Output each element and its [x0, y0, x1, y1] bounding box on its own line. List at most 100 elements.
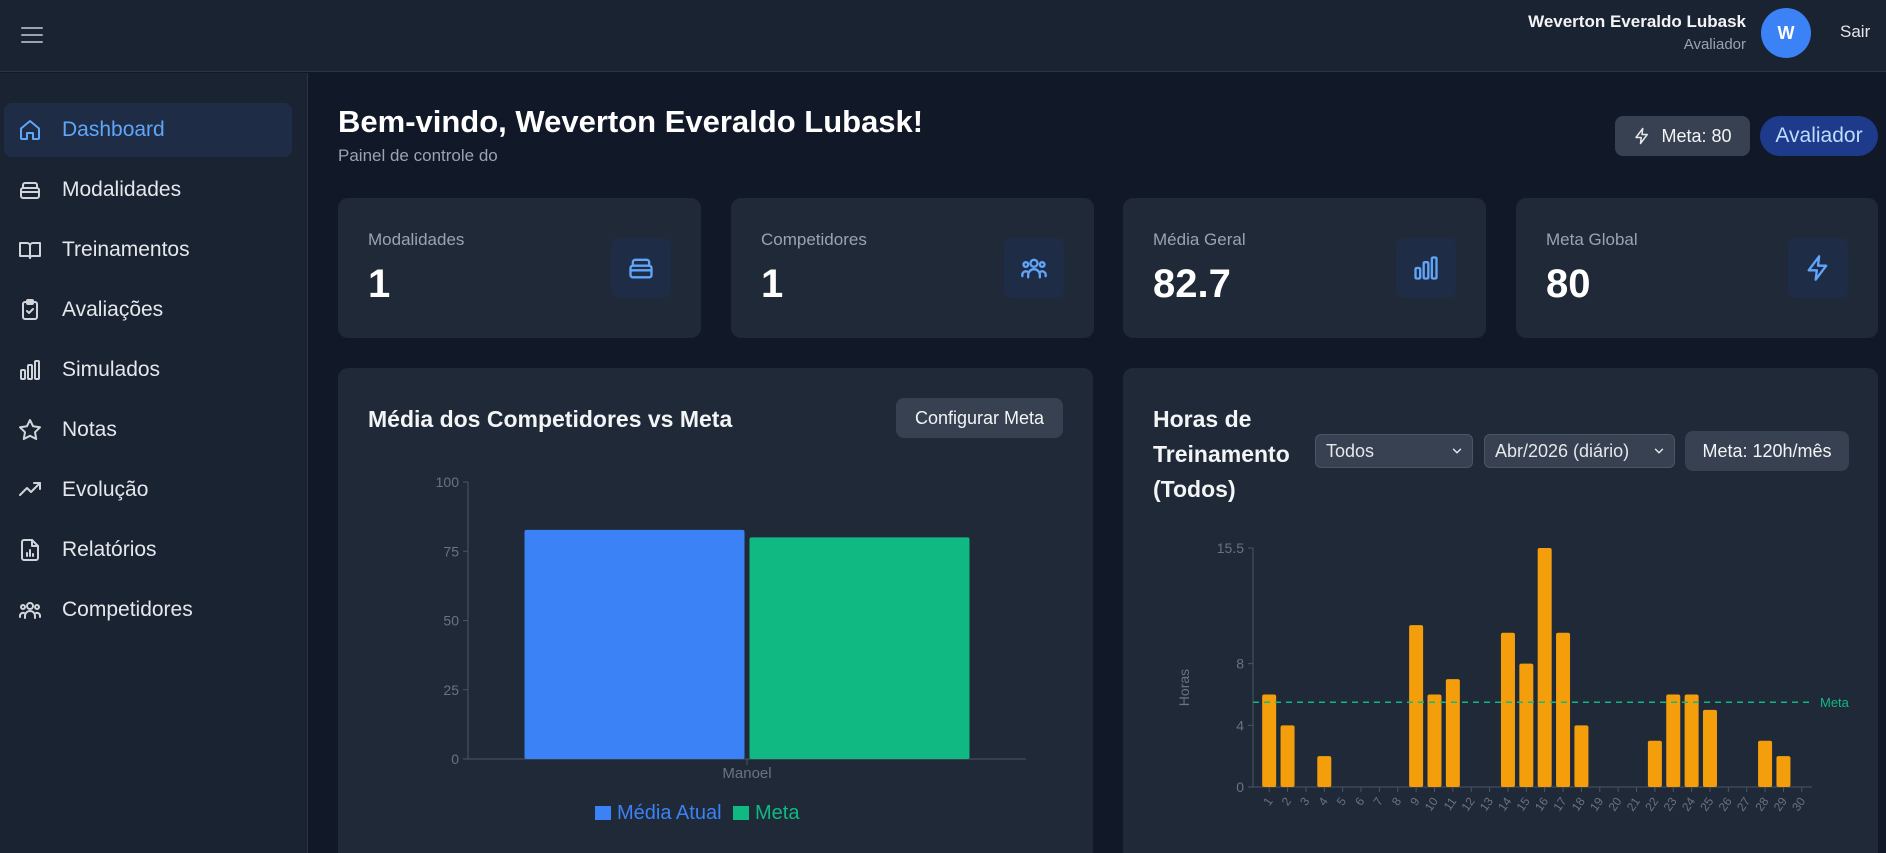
legend-swatch [733, 806, 749, 820]
legend-label: Meta [755, 802, 800, 824]
bar-hours [1519, 663, 1534, 787]
meta-reference-label: Meta [1820, 695, 1850, 710]
period-filter-select[interactable]: Abr/2026 (diário) [1484, 434, 1675, 468]
x-tick-label: 11 [1441, 794, 1460, 813]
bar-hours [1409, 625, 1424, 787]
stat-value: 82.7 [1153, 262, 1231, 306]
stat-card-modalidades: Modalidades 1 [338, 198, 701, 338]
x-tick-label: 16 [1532, 794, 1551, 813]
meta-hours-button[interactable]: Meta: 120h/mês [1685, 431, 1849, 471]
legend-swatch [595, 806, 611, 820]
configure-meta-button[interactable]: Configurar Meta [896, 398, 1063, 438]
avatar[interactable]: W [1761, 8, 1811, 58]
bar-hours [1500, 632, 1515, 787]
x-tick-label: 18 [1569, 794, 1588, 813]
y-tick-label: 8 [1236, 656, 1244, 672]
stat-card-competidores: Competidores 1 [731, 198, 1094, 338]
bar-hours [1684, 694, 1699, 787]
avg-vs-meta-chart: 0 25 50 75 100 Manoel Média Atual Meta [436, 474, 1026, 824]
box-icon [629, 258, 653, 279]
sidebar-item-label: Competidores [62, 598, 193, 621]
stat-icon-wrapper [611, 238, 671, 298]
stat-icon-wrapper [1396, 238, 1456, 298]
sidebar-item-treinamentos[interactable]: Treinamentos [4, 223, 292, 277]
top-bar: Weverton Everaldo Lubask Avaliador W Sai… [0, 0, 1886, 72]
x-tick-label: 21 [1624, 794, 1643, 813]
stat-value: 80 [1546, 262, 1591, 306]
avg-vs-meta-panel: Média dos Competidores vs Meta Configura… [338, 368, 1093, 853]
stat-label: Modalidades [368, 230, 465, 249]
y-axis-label: Horas [1176, 669, 1192, 706]
menu-toggle-icon[interactable] [18, 20, 48, 50]
sidebar-item-competidores[interactable]: Competidores [4, 583, 292, 637]
panel-title: Horas de Treinamento (Todos) [1153, 402, 1290, 507]
zap-icon [1807, 255, 1828, 281]
x-tick-label: Manoel [722, 765, 771, 782]
panel-title-line: (Todos) [1153, 476, 1236, 502]
sidebar-item-simulados[interactable]: Simulados [4, 343, 292, 397]
x-tick-label: 19 [1587, 794, 1606, 813]
bar-hours [1702, 709, 1717, 787]
x-tick-label: 25 [1697, 794, 1716, 813]
x-tick-label: 7 [1371, 794, 1386, 808]
bar-hours [1758, 740, 1773, 787]
x-tick-label: 2 [1279, 794, 1294, 808]
stat-label: Meta Global [1546, 230, 1638, 249]
bar-meta [749, 537, 970, 759]
bar-média-atual [524, 529, 745, 759]
bar-hours [1666, 694, 1681, 787]
legend-label: Média Atual [617, 802, 722, 824]
bar-hours [1537, 548, 1552, 787]
bar-hours [1280, 725, 1295, 787]
sidebar-item-label: Avaliações [62, 298, 164, 321]
bar-hours [1445, 679, 1460, 787]
bar-hours [1647, 740, 1662, 787]
stat-value: 1 [761, 262, 784, 306]
bar-hours [1556, 632, 1571, 787]
x-tick-label: 4 [1315, 794, 1330, 808]
training-hours-panel: Horas de Treinamento (Todos) Todos Abr/2… [1123, 368, 1878, 853]
sidebar-item-label: Dashboard [62, 118, 165, 141]
page-title: Bem-vindo, Weverton Everaldo Lubask! [338, 104, 924, 139]
sidebar-item-avaliacoes[interactable]: Avaliações [4, 283, 292, 337]
x-tick-label: 28 [1752, 794, 1771, 813]
sidebar-item-dashboard[interactable]: Dashboard [4, 103, 292, 157]
stat-card-meta-global: Meta Global 80 [1516, 198, 1878, 338]
bar-hours [1262, 694, 1277, 787]
x-tick-label: 13 [1477, 794, 1496, 813]
sidebar-item-evolucao[interactable]: Evolução [4, 463, 292, 517]
meta-badge: Meta: 80 [1615, 116, 1750, 156]
x-tick-label: 6 [1352, 794, 1367, 808]
x-tick-label: 1 [1260, 794, 1275, 808]
period-filter-value: Abr/2026 (diário) [1495, 440, 1630, 461]
y-tick-label: 0 [1236, 779, 1244, 795]
sidebar-item-modalidades[interactable]: Modalidades [4, 163, 292, 217]
user-name: Weverton Everaldo Lubask [1528, 12, 1746, 31]
sidebar-item-relatorios[interactable]: Relatórios [4, 523, 292, 577]
x-tick-label: 5 [1334, 794, 1349, 808]
x-tick-label: 26 [1716, 794, 1735, 813]
y-tick-label: 50 [443, 613, 459, 629]
x-tick-label: 10 [1422, 794, 1441, 813]
x-tick-label: 27 [1734, 794, 1753, 813]
competitor-filter-value: Todos [1326, 440, 1375, 461]
y-tick-label: 15.5 [1217, 540, 1244, 556]
x-tick-label: 14 [1495, 794, 1514, 813]
file-chart-icon [21, 539, 39, 561]
x-tick-label: 9 [1407, 794, 1422, 808]
bar-chart-icon [20, 360, 40, 380]
competitor-filter-select[interactable]: Todos [1315, 434, 1473, 468]
y-tick-label: 0 [451, 751, 459, 767]
chevron-down-icon [1654, 448, 1664, 454]
x-tick-label: 24 [1679, 794, 1698, 813]
sidebar: Dashboard Modalidades Treinamentos Avali… [0, 73, 308, 853]
panel-title-line: Horas de [1153, 406, 1252, 432]
clipboard-check-icon [22, 299, 38, 320]
stat-label: Média Geral [1153, 230, 1246, 249]
sidebar-item-notas[interactable]: Notas [4, 403, 292, 457]
stat-icon-wrapper [1004, 238, 1064, 298]
zap-icon [1635, 127, 1649, 145]
logout-button[interactable]: Sair [1840, 22, 1871, 41]
x-tick-label: 22 [1642, 794, 1661, 813]
x-tick-label: 29 [1771, 794, 1790, 813]
